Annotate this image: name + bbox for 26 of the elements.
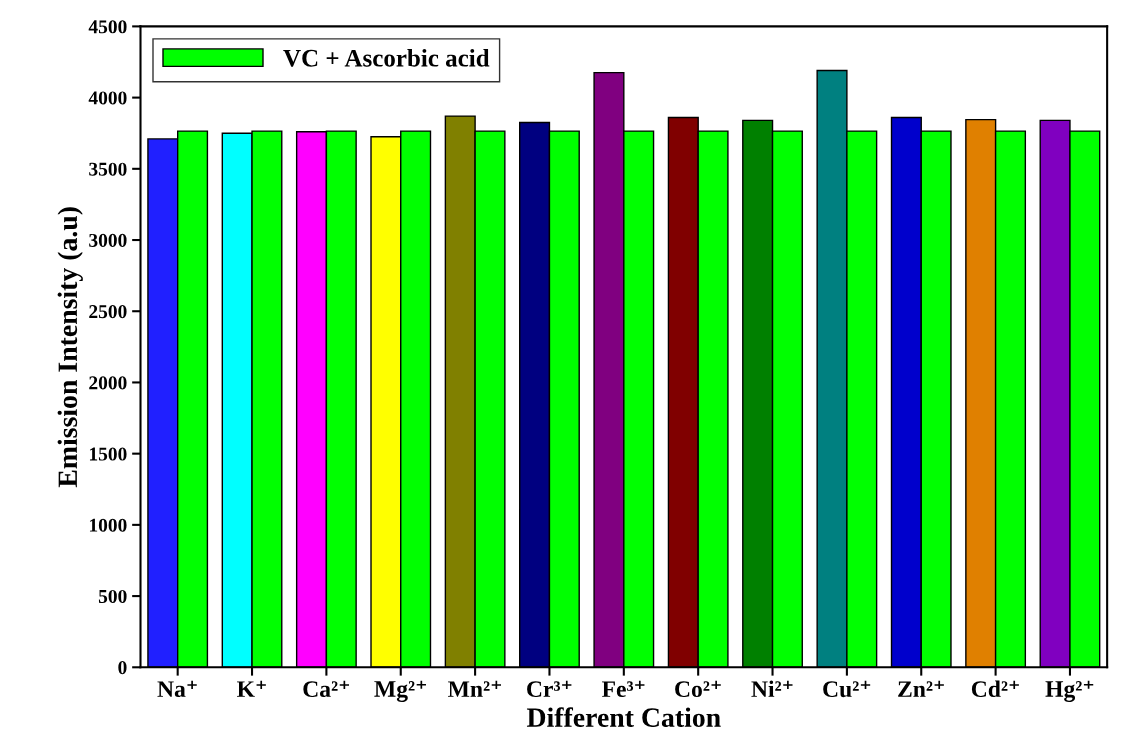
x-tick-label: Ca²⁺ — [303, 680, 350, 698]
x-tick-label: Mn²⁺ — [448, 680, 502, 697]
y-tick-label: 1500 — [89, 447, 127, 461]
y-axis-title: Emission Intensity (a.u) — [57, 207, 83, 488]
x-tick-label: Cu²⁺ — [823, 680, 871, 698]
x-tick-label: Cr³⁺ — [527, 680, 572, 698]
x-tick-label: K⁺ — [237, 680, 266, 697]
y-tick-label: 4500 — [88, 20, 127, 34]
x-tick-label: Hg²⁺ — [1045, 680, 1094, 702]
y-tick-label: 0 — [118, 661, 127, 675]
y-tick-label: 2500 — [89, 305, 127, 319]
x-tick-label: Co²⁺ — [675, 680, 721, 698]
legend-label: VC + Ascorbic acid — [283, 49, 490, 67]
y-tick-label: 3000 — [89, 233, 127, 247]
x-tick-label: Mg²⁺ — [374, 680, 426, 702]
x-axis-title: Different Cation — [526, 707, 721, 727]
y-tick-label: 2000 — [89, 376, 127, 390]
y-tick-label: 500 — [98, 589, 127, 604]
x-tick-label: Cd²⁺ — [971, 680, 1019, 698]
x-tick-label: Fe³⁺ — [602, 680, 645, 698]
y-tick-label: 1000 — [89, 518, 127, 532]
x-tick-label: Ni²⁺ — [751, 680, 793, 697]
y-tick-label: 4000 — [88, 91, 127, 105]
x-tick-label: Na⁺ — [157, 680, 197, 698]
x-tick-label: Zn²⁺ — [898, 680, 944, 697]
y-tick-label: 3500 — [89, 162, 127, 176]
